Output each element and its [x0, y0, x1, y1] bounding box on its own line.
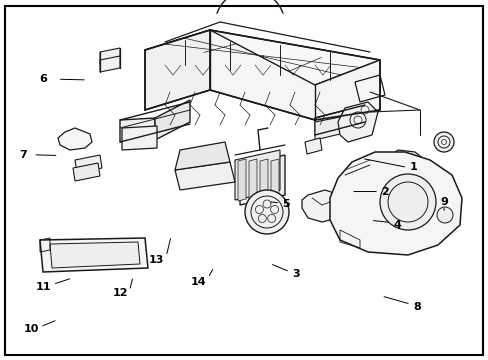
Polygon shape: [122, 126, 157, 150]
Polygon shape: [73, 163, 100, 181]
Polygon shape: [337, 102, 377, 142]
Text: 7: 7: [20, 150, 27, 160]
Polygon shape: [305, 138, 321, 154]
Text: 3: 3: [292, 269, 300, 279]
Polygon shape: [50, 242, 140, 268]
Polygon shape: [235, 150, 280, 200]
Circle shape: [379, 174, 435, 230]
Text: 14: 14: [190, 276, 206, 287]
Polygon shape: [209, 30, 379, 120]
Polygon shape: [100, 48, 120, 64]
Text: 8: 8: [412, 302, 420, 312]
Polygon shape: [314, 112, 364, 140]
Polygon shape: [145, 30, 379, 85]
Circle shape: [433, 132, 453, 152]
Polygon shape: [120, 118, 155, 142]
Polygon shape: [175, 162, 235, 190]
Polygon shape: [155, 100, 190, 140]
Text: 1: 1: [409, 162, 417, 172]
Circle shape: [244, 190, 288, 234]
Text: 11: 11: [35, 282, 51, 292]
Circle shape: [436, 207, 452, 223]
Polygon shape: [270, 159, 279, 201]
Polygon shape: [302, 190, 345, 222]
Text: 10: 10: [23, 324, 39, 334]
Polygon shape: [145, 30, 209, 110]
Polygon shape: [314, 105, 364, 135]
Text: 9: 9: [439, 197, 447, 207]
Polygon shape: [75, 155, 102, 173]
Polygon shape: [40, 238, 148, 272]
Polygon shape: [58, 128, 92, 150]
Polygon shape: [240, 155, 285, 205]
Polygon shape: [329, 152, 461, 255]
Polygon shape: [238, 159, 245, 201]
Polygon shape: [248, 159, 257, 201]
Text: 12: 12: [112, 288, 128, 298]
Polygon shape: [260, 159, 267, 201]
Text: 2: 2: [381, 186, 388, 197]
Polygon shape: [381, 150, 427, 185]
Polygon shape: [100, 56, 120, 72]
Text: 4: 4: [393, 220, 401, 230]
Text: 5: 5: [282, 199, 290, 210]
Text: 13: 13: [149, 255, 164, 265]
Text: 6: 6: [39, 74, 47, 84]
Polygon shape: [175, 142, 229, 170]
